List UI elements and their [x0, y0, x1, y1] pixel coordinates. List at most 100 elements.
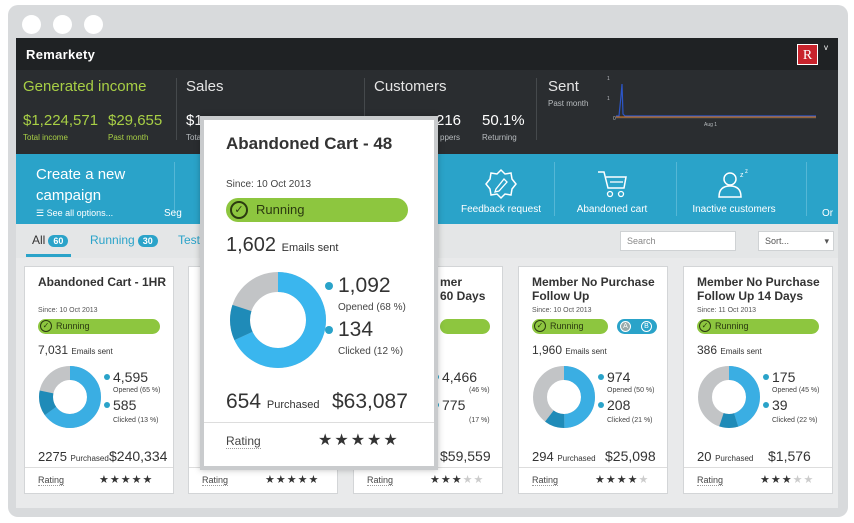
card-title: Abandoned Cart - 1HR	[38, 275, 167, 289]
check-icon: ✓	[534, 320, 546, 332]
sent-y-tick: 0	[613, 116, 616, 122]
shoppers-label: ppers	[440, 133, 461, 142]
status-label: Running	[550, 321, 584, 331]
feedback-badge-icon	[485, 168, 517, 200]
status-label: Running	[715, 321, 749, 331]
campaign-card[interactable]: Member No Purchase Follow Up Since: 10 O…	[518, 266, 668, 494]
sent-sub: Past month	[548, 99, 589, 108]
svg-text:z: z	[740, 172, 744, 179]
check-icon: ✓	[699, 320, 711, 332]
opened-label: Opened (65 %)	[113, 387, 161, 394]
action-divider	[174, 162, 175, 216]
inactive-customers-action[interactable]: z z Inactive customers	[674, 168, 794, 215]
check-icon: ✓	[40, 320, 52, 332]
opened-label: (46 %)	[469, 387, 490, 394]
see-all-options-link[interactable]: ☰ See all options...	[36, 208, 114, 218]
sent-stat: Sent	[548, 78, 579, 95]
clicked-count: 775	[432, 397, 466, 413]
emails-sent: 7,031 Emails sent	[38, 343, 113, 357]
variant-b-icon[interactable]: B	[641, 321, 652, 332]
campaign-card[interactable]: Abandoned Cart - 1HR Since: 10 Oct 2013 …	[24, 266, 174, 494]
rating-label: Rating	[697, 475, 724, 486]
purchased: 2275 Purchased	[38, 449, 109, 464]
active-tab-indicator	[26, 254, 71, 257]
popup-since: Since: 10 Oct 2013	[226, 179, 312, 190]
returning-label: Returning	[482, 133, 517, 142]
income-total: $1,224,571	[23, 112, 99, 129]
sent-x-tick: Aug 1	[704, 122, 718, 128]
rating-stars[interactable]: ★★★★★	[265, 474, 320, 486]
sales-title: Sales	[186, 78, 224, 95]
feedback-request-label: Feedback request	[460, 204, 542, 215]
tab-testing[interactable]: Testi	[178, 233, 203, 247]
inactive-customers-label: Inactive customers	[692, 204, 776, 215]
more-action[interactable]: Or	[822, 208, 838, 219]
stat-divider	[176, 78, 177, 140]
emails-sent: 386 Emails sent	[697, 343, 762, 357]
purchased: 294 Purchased	[532, 449, 596, 464]
emails-sent-label: Emails sent	[71, 347, 113, 356]
popup-opened-label: Opened (68 %)	[338, 302, 406, 313]
app-logo[interactable]: Remarkety	[26, 47, 96, 62]
emails-sent-count: 1,960	[532, 343, 563, 357]
sent-y-tick: 1	[607, 76, 610, 82]
card-title: Member No Purchase Follow Up	[532, 275, 655, 303]
card-title: mer 60 Days	[440, 275, 486, 303]
tab-running-count: 30	[137, 235, 158, 247]
sent-sparkline	[616, 83, 816, 119]
purchased: 20 Purchased	[697, 449, 753, 464]
abandoned-cart-label: Abandoned cart	[576, 204, 648, 215]
customers-title: Customers	[374, 78, 447, 95]
card-divider	[519, 467, 667, 468]
segment-action[interactable]: Seg	[164, 208, 204, 219]
popup-revenue: $63,087	[332, 390, 408, 413]
sales-total: $1	[186, 112, 203, 129]
sort-select[interactable]: Sort...	[758, 231, 834, 251]
income-stat: Generated income	[23, 78, 146, 95]
top-bar: Remarkety R v	[16, 38, 838, 70]
purchased-count: 2275	[38, 449, 67, 464]
rating-stars[interactable]: ★★★★★	[595, 474, 650, 486]
check-icon: ✓	[230, 201, 248, 219]
sent-y-tick: 1	[607, 96, 610, 102]
popup-status-badge: ✓ Running	[226, 198, 408, 222]
user-avatar[interactable]: R	[797, 44, 818, 65]
clicked-count: 39	[763, 397, 788, 413]
customers-stat: Customers	[374, 78, 447, 95]
rating-stars[interactable]: ★★★★★	[760, 474, 815, 486]
rating-label: Rating	[532, 475, 559, 486]
emails-sent-count: 7,031	[38, 343, 69, 357]
purchased-label: Purchased	[557, 454, 596, 463]
income-title: Generated income	[23, 78, 147, 95]
rating-stars[interactable]: ★★★★★	[99, 474, 154, 486]
clicked-count: 585	[103, 397, 137, 413]
feedback-request-action[interactable]: Feedback request	[441, 168, 561, 215]
engagement-donut	[698, 366, 760, 428]
tab-running-label: Running	[90, 233, 135, 247]
popup-rating-stars[interactable]: ★★★★★	[318, 432, 400, 449]
popup-emails-count: 1,602	[226, 234, 277, 256]
tab-all-label: All	[32, 233, 46, 247]
tab-all[interactable]: All 60	[32, 233, 69, 247]
tab-all-count: 60	[48, 235, 69, 247]
rating-stars[interactable]: ★★★★★	[430, 474, 485, 486]
window-control-dot[interactable]	[53, 15, 72, 34]
window-control-dot[interactable]	[84, 15, 103, 34]
opened-count: 4,595	[103, 369, 149, 385]
user-menu-caret[interactable]: v	[824, 43, 828, 52]
campaign-detail-popup[interactable]: Abandoned Cart - 48 Since: 10 Oct 2013 ✓…	[200, 116, 438, 470]
clicked-label: Clicked (13 %)	[113, 417, 159, 424]
variant-a-icon[interactable]: A	[620, 321, 631, 332]
window-control-dot[interactable]	[22, 15, 41, 34]
purchased-label: Purchased	[70, 454, 109, 463]
create-campaign-title: Create a new campaign	[36, 166, 126, 204]
popup-purchased-count: 654	[226, 390, 262, 413]
popup-opened-count: 1,092	[325, 274, 391, 297]
tab-running[interactable]: Running 30	[90, 233, 158, 247]
emails-sent: 1,960 Emails sent	[532, 343, 607, 357]
abandoned-cart-action[interactable]: Abandoned cart	[552, 168, 672, 215]
campaign-card[interactable]: Member No Purchase Follow Up 14 Days Sin…	[683, 266, 833, 494]
ab-test-toggle[interactable]: A B	[617, 319, 657, 334]
card-since: Since: 10 Oct 2013	[532, 307, 592, 314]
search-input[interactable]: Search	[620, 231, 736, 251]
